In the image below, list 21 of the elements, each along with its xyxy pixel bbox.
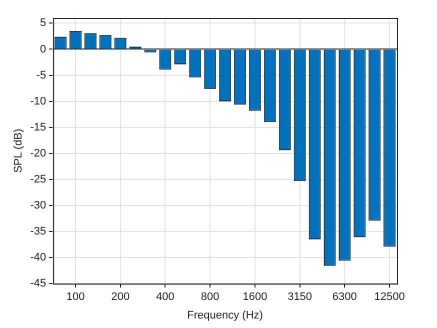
y-tick-label: -45	[30, 278, 46, 290]
y-tick-label: -30	[30, 200, 46, 212]
x-tick-label: 12500	[374, 291, 405, 304]
y-tick-label: 5	[40, 17, 46, 30]
y-tick-label: -25	[30, 173, 46, 186]
x-tick-label: 1600	[242, 291, 268, 304]
x-tick-label: 6300	[332, 291, 357, 304]
y-tick-label: -15	[30, 121, 46, 134]
y-tick-label: -10	[30, 95, 46, 108]
x-tick-label: 800	[200, 291, 220, 304]
x-tick-label: 100	[66, 291, 85, 304]
x-tick-label: 200	[111, 291, 130, 304]
y-axis-title: SPL (dB)	[12, 128, 25, 173]
y-tick-label: 0	[40, 43, 46, 56]
x-tick-label: 3150	[288, 291, 312, 304]
y-tick-label: -40	[30, 252, 46, 264]
y-tick-label: -35	[30, 226, 46, 238]
x-tick-label: 400	[156, 291, 174, 304]
x-axis-title: Frequency (Hz)	[187, 309, 263, 322]
y-tick-label: -20	[30, 147, 46, 160]
y-tick-label: -5	[36, 69, 46, 82]
